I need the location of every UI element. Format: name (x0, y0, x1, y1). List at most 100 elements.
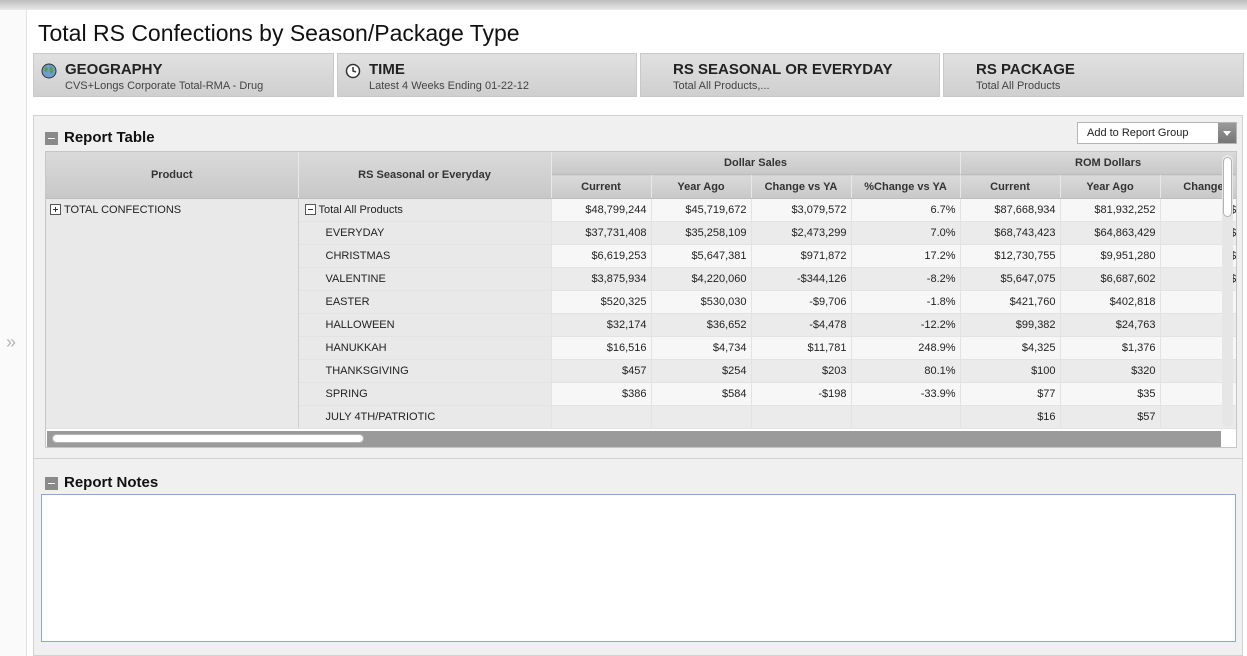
value-cell: -$198 (751, 382, 852, 406)
table-row: VALENTINE $3,875,934 $4,220,060 -$344,126 -8… (46, 267, 1236, 291)
add-to-report-group-label: Add to Report Group (1087, 127, 1189, 139)
value-cell: $402,818 (1060, 290, 1161, 314)
filter-time[interactable]: TIME Latest 4 Weeks Ending 01-22-12 (337, 53, 637, 97)
value-cell (1160, 382, 1236, 406)
chevron-down-icon[interactable] (1218, 123, 1236, 143)
value-cell: $35 (1060, 382, 1161, 406)
value-cell: $6,619,253 (550, 244, 652, 268)
seasonal-label: THANKSGIVING (325, 365, 409, 377)
table-row: CHRISTMAS $6,619,253 $5,647,381 $971,872 17.… (46, 244, 1236, 268)
value-cell: $5,647,381 (651, 244, 752, 268)
table-row: TOTAL CONFECTIONS Total All Products $48,7… (46, 198, 1236, 429)
value-cell: $1,376 (1060, 336, 1161, 360)
value-cell: $77 (960, 382, 1061, 406)
table-row: HALLOWEEN $32,174 $36,652 -$4,478 -12.2% $99,… (46, 313, 1236, 337)
value-cell: $16 (960, 405, 1061, 429)
seasonal-cell: HANUKKAH (298, 336, 552, 360)
value-cell: $3,8 (1160, 221, 1236, 245)
report-table: Product RS Seasonal or Everyday Dollar S… (45, 151, 1237, 448)
value-cell: $386 (550, 382, 652, 406)
horizontal-scrollbar[interactable] (47, 431, 1221, 447)
expand-panel-icon[interactable]: » (6, 332, 16, 352)
page-title: Total RS Confections by Season/Package T… (38, 20, 520, 46)
value-cell: $ (1160, 290, 1236, 314)
value-cell: $12,730,755 (960, 244, 1061, 268)
filter-geography-value: CVS+Longs Corporate Total-RMA - Drug (65, 80, 264, 92)
col-header-rom-current[interactable]: Current (960, 174, 1061, 199)
value-cell: $320 (1060, 359, 1161, 383)
filter-rs-seasonal-value: Total All Products,... (673, 80, 770, 92)
seasonal-label: Total All Products (318, 204, 403, 216)
col-header-current[interactable]: Current (550, 174, 652, 199)
value-cell (550, 405, 652, 429)
expand-plus-icon[interactable] (50, 204, 61, 215)
filter-geography[interactable]: GEOGRAPHY CVS+Longs Corporate Total-RMA … (33, 53, 334, 97)
value-cell: $64,863,429 (1060, 221, 1161, 245)
col-header-change-vs-ya[interactable]: Change vs YA (751, 174, 852, 199)
value-cell: $3,875,934 (550, 267, 652, 291)
col-header-pct-change-vs-ya[interactable]: %Change vs YA (851, 174, 961, 199)
value-cell: 6.7% (851, 198, 961, 222)
seasonal-cell: CHRISTMAS (298, 244, 552, 268)
seasonal-label: EVERYDAY (325, 227, 385, 239)
value-cell: $ (1160, 313, 1236, 337)
report-notes-field[interactable] (41, 494, 1236, 642)
table-row: EVERYDAY $37,731,408 $35,258,109 $2,473,299… (46, 221, 1236, 245)
value-cell: $57 (1060, 405, 1161, 429)
value-cell: $203 (751, 359, 852, 383)
filter-rs-seasonal-title: RS SEASONAL OR EVERYDAY (673, 61, 893, 78)
filter-rs-package[interactable]: RS PACKAGE Total All Products (943, 53, 1244, 97)
col-header-year-ago[interactable]: Year Ago (651, 174, 752, 199)
value-cell (651, 405, 752, 429)
product-label: TOTAL CONFECTIONS (64, 204, 182, 216)
seasonal-cell: Total All Products (298, 198, 552, 222)
value-cell: $6,687,602 (1060, 267, 1161, 291)
seasonal-cell: THANKSGIVING (298, 359, 552, 383)
value-cell: -$9,706 (751, 290, 852, 314)
value-cell: $100 (960, 359, 1061, 383)
value-cell: $5,647,075 (960, 267, 1061, 291)
vertical-scrollbar[interactable] (1222, 155, 1233, 427)
horizontal-scroll-thumb[interactable] (52, 434, 364, 443)
value-cell: $4,734 (651, 336, 752, 360)
value-cell: $68,743,423 (960, 221, 1061, 245)
product-cell: TOTAL CONFECTIONS (46, 198, 299, 429)
value-cell: $2,7 (1160, 244, 1236, 268)
add-to-report-group-dropdown[interactable]: Add to Report Group (1077, 122, 1237, 144)
value-cell: $457 (550, 359, 652, 383)
col-header-product[interactable]: Product (46, 152, 299, 199)
col-header-rom-year-ago[interactable]: Year Ago (1060, 174, 1161, 199)
seasonal-label: EASTER (325, 296, 370, 308)
left-collapse-strip[interactable]: » (0, 10, 27, 656)
seasonal-cell: SPRING (298, 382, 552, 406)
seasonal-cell: VALENTINE (298, 267, 552, 291)
table-row: HANUKKAH $16,516 $4,734 $11,781 248.9% $4,325… (46, 336, 1236, 360)
value-cell: 248.9% (851, 336, 961, 360)
table-row: EASTER $520,325 $530,030 -$9,706 -1.8% $421,7… (46, 290, 1236, 314)
value-cell: $4,325 (960, 336, 1061, 360)
value-cell: $971,872 (751, 244, 852, 268)
section-divider (34, 458, 1242, 459)
seasonal-cell: EASTER (298, 290, 552, 314)
report-grid: Product RS Seasonal or Everyday Dollar S… (46, 152, 1236, 429)
value-cell: -12.2% (851, 313, 961, 337)
value-cell: -33.9% (851, 382, 961, 406)
filter-bar: GEOGRAPHY CVS+Longs Corporate Total-RMA … (33, 53, 1244, 99)
value-cell: $520,325 (550, 290, 652, 314)
filter-rs-seasonal[interactable]: RS SEASONAL OR EVERYDAY Total All Produc… (640, 53, 940, 97)
collapse-minus-icon[interactable] (304, 204, 316, 215)
value-cell: $35,258,109 (651, 221, 752, 245)
seasonal-label: JULY 4TH/PATRIOTIC (325, 411, 436, 423)
collapse-report-table-icon[interactable] (45, 132, 58, 145)
value-cell: $530,030 (651, 290, 752, 314)
seasonal-label: HALLOWEEN (325, 319, 395, 331)
filter-time-value: Latest 4 Weeks Ending 01-22-12 (369, 80, 530, 92)
collapse-report-notes-icon[interactable] (45, 477, 58, 490)
col-header-rs-seasonal[interactable]: RS Seasonal or Everyday (298, 152, 552, 199)
seasonal-label: SPRING (325, 388, 368, 400)
value-cell: -$4,478 (751, 313, 852, 337)
filter-time-title: TIME (369, 61, 405, 78)
clock-icon (345, 63, 361, 79)
vertical-scroll-thumb[interactable] (1223, 157, 1232, 217)
col-group-rom-dollars: ROM Dollars (960, 152, 1236, 175)
